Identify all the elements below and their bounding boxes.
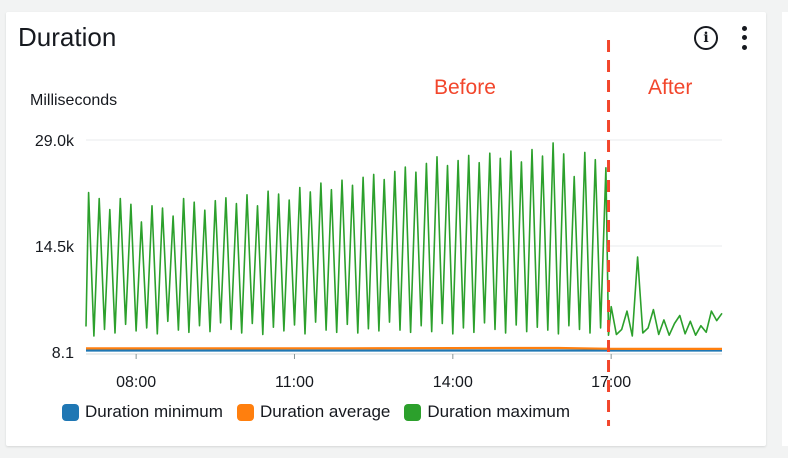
more-options-icon[interactable]	[738, 24, 750, 52]
x-tick-label: 17:00	[591, 374, 631, 391]
legend-swatch	[62, 403, 79, 421]
x-tick-label: 08:00	[116, 374, 156, 391]
legend-item[interactable]: Duration average	[236, 402, 391, 422]
y-tick-label: 29.0k	[35, 133, 75, 150]
legend-item[interactable]: Duration maximum	[404, 402, 570, 422]
widget-title: Duration	[18, 22, 117, 52]
y-tick-label: 14.5k	[35, 239, 75, 256]
legend-label: Duration minimum	[85, 402, 223, 421]
y-axis-label: Milliseconds	[30, 92, 117, 109]
info-icon[interactable]: i	[694, 26, 718, 50]
x-tick-label: 14:00	[433, 374, 473, 391]
legend-swatch	[236, 403, 254, 421]
chart-legend: Duration minimum Duration average Duration…	[62, 402, 570, 422]
annotation-before: Before	[434, 76, 496, 99]
y-tick-label: 8.1	[52, 345, 74, 362]
legend-label: Duration maximum	[427, 402, 571, 421]
series-line-duration-average	[86, 346, 722, 350]
annotation-after: After	[648, 76, 692, 99]
adjacent-panel-edge	[782, 12, 788, 446]
x-tick-label: 11:00	[275, 374, 314, 391]
legend-swatch	[404, 403, 422, 421]
legend-label: Duration average	[259, 402, 391, 421]
legend-item[interactable]: Duration minimum	[62, 402, 223, 422]
series-line-duration-maximum	[85, 142, 723, 337]
